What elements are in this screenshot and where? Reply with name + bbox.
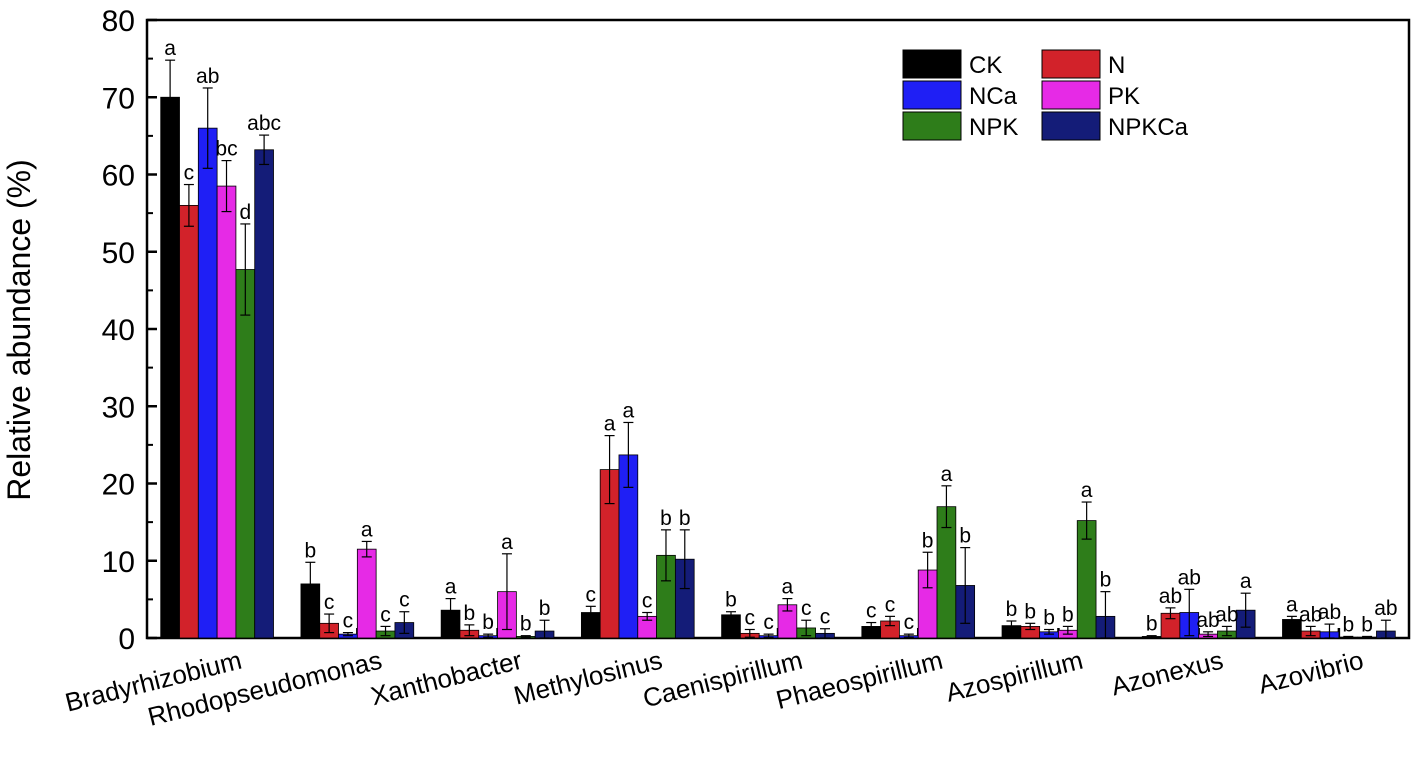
significance-label: b [725,589,737,612]
legend-swatch [1041,49,1101,79]
significance-label: b [922,529,934,552]
significance-label: c [324,591,335,614]
significance-label: a [1286,593,1298,616]
bar [254,149,274,639]
significance-label: c [184,162,195,185]
significance-label: a [604,413,616,436]
significance-label: b [1100,569,1112,592]
significance-label: b [482,611,494,634]
significance-label: b [1146,613,1158,636]
significance-label: a [445,576,457,599]
significance-label: a [623,399,635,422]
significance-label: ab [1374,597,1397,620]
significance-label: c [820,606,831,629]
legend: CK N NCa PK NPK NPKCa [902,49,1189,141]
y-tick-label: 20 [102,469,135,502]
significance-label: b [1361,613,1373,636]
significance-label: c [904,611,915,634]
significance-label: a [782,576,794,599]
significance-label: c [885,593,896,616]
significance-label: ab [1299,603,1322,626]
y-tick-label: 10 [102,546,135,579]
bar [216,185,237,639]
significance-label: a [164,37,176,60]
bar [235,269,256,639]
significance-label: a [941,463,953,486]
y-tick-label: 50 [102,237,135,270]
significance-label: ab [1196,609,1219,632]
x-tick-label: Methylosinus [511,645,665,711]
legend-label: PK [1108,83,1140,110]
significance-label: b [464,602,476,625]
bar [356,548,377,639]
significance-label: c [801,597,812,620]
y-tick-label: 0 [118,623,135,656]
legend-label: N [1108,52,1125,79]
significance-label: ab [1159,585,1182,608]
y-axis-title: Relative abundance (%) [1,159,37,501]
significance-label: a [1240,570,1252,593]
significance-label: a [1081,479,1093,502]
significance-label: ab [1318,601,1341,624]
significance-label: c [399,589,410,612]
legend-swatch [1041,80,1101,110]
significance-label: bc [215,138,237,161]
legend-swatch [902,80,962,110]
significance-label: a [361,518,373,541]
bar [197,127,218,639]
significance-label: c [343,610,354,633]
x-tick-label: Azospirillum [943,645,1086,708]
x-tick-label: Azovibrio [1255,645,1366,700]
significance-label: c [586,583,597,606]
significance-label: b [679,507,691,530]
significance-label: b [520,613,532,636]
legend-label: NPKCa [1108,114,1189,141]
y-tick-label: 40 [102,314,135,347]
significance-label: b [304,539,316,562]
significance-label: b [539,597,551,620]
significance-label: c [642,590,653,613]
significance-label: b [660,507,672,530]
significance-label: c [866,600,877,623]
y-tick-label: 30 [102,391,135,424]
legend-label: NPK [969,114,1018,141]
y-tick-label: 60 [102,160,135,193]
legend-label: NCa [969,83,1018,110]
significance-label: b [959,525,971,548]
significance-label: d [239,201,251,224]
y-tick-label: 80 [102,5,135,38]
x-tick-label: Azonexus [1108,645,1226,702]
bars [160,59,1396,639]
significance-label: ab [1215,603,1238,626]
plot-frame [145,18,1411,640]
significance-label: b [1024,600,1036,623]
significance-label: c [763,611,774,634]
legend-swatch [1041,111,1101,141]
significance-label: c [745,607,756,630]
bar [160,96,180,639]
significance-label: b [1342,613,1354,636]
significance-label: ab [196,65,219,88]
significance-label: c [380,603,391,626]
significance-label: a [501,531,513,554]
significance-label: b [1043,607,1055,630]
bar [179,204,199,639]
significance-label: abc [247,112,281,135]
legend-label: CK [969,52,1002,79]
y-tick-label: 70 [102,82,135,115]
x-tick-label: Xanthobacter [368,645,526,712]
significance-label: b [1006,598,1018,621]
significance-label: ab [1178,566,1201,589]
significance-label: b [1062,603,1074,626]
legend-swatch [902,49,962,79]
legend-swatch [902,111,962,141]
